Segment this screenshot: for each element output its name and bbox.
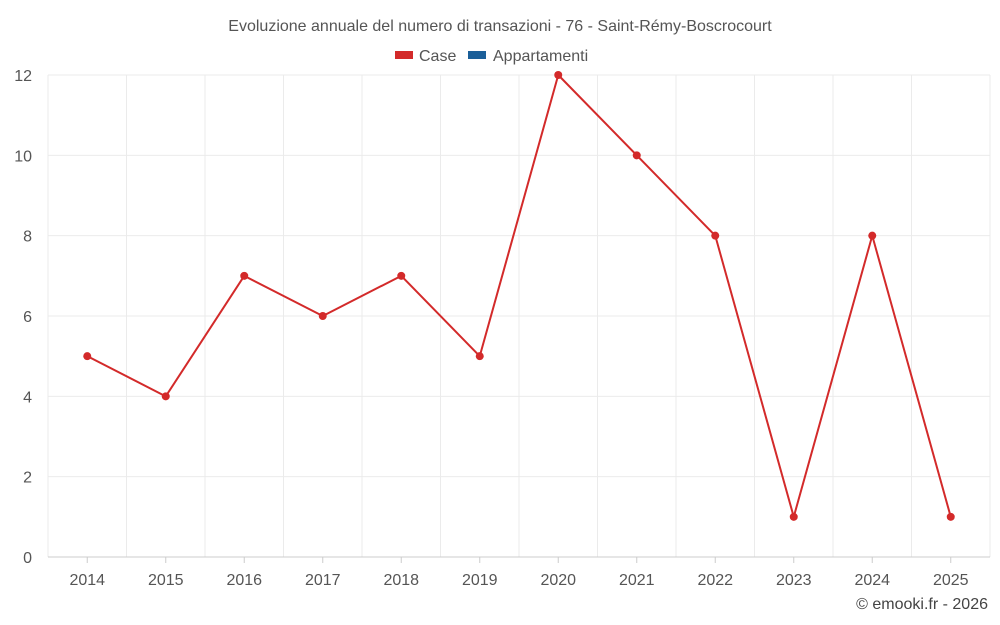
grid (47, 74, 991, 557)
x-tick-label: 2025 (933, 572, 969, 589)
x-tick-label: 2017 (305, 572, 341, 589)
chart-title: Evoluzione annuale del numero di transaz… (228, 18, 772, 35)
y-tick-label: 10 (14, 148, 32, 165)
data-point-2023[interactable] (789, 512, 798, 521)
data-point-2019[interactable] (475, 352, 484, 361)
data-point-2025[interactable] (946, 512, 955, 521)
data-point-2020[interactable] (554, 71, 563, 79)
legend-label-case[interactable]: Case (419, 48, 456, 65)
x-tick-label: 2015 (148, 572, 184, 589)
x-tick-label: 2019 (462, 572, 498, 589)
y-tick-label: 0 (23, 550, 32, 567)
data-point-2024[interactable] (868, 231, 877, 240)
data-point-2014[interactable] (83, 352, 92, 361)
x-tick-label: 2024 (854, 572, 890, 589)
x-tick-label: 2022 (697, 572, 733, 589)
legend-label-appartamenti[interactable]: Appartamenti (493, 48, 588, 65)
data-point-2022[interactable] (711, 231, 720, 240)
y-tick-label: 12 (14, 68, 32, 85)
y-tick-label: 6 (23, 309, 32, 326)
legend: Case Appartamenti (395, 48, 588, 65)
legend-swatch-case (395, 51, 413, 59)
data-point-2016[interactable] (240, 271, 249, 280)
data-point-2015[interactable] (161, 392, 170, 401)
legend-swatch-appartamenti (468, 51, 486, 59)
x-tick-label: 2021 (619, 572, 655, 589)
x-tick-label: 2018 (383, 572, 419, 589)
x-tick-label: 2016 (226, 572, 262, 589)
data-point-2021[interactable] (632, 151, 641, 160)
y-tick-label: 4 (23, 389, 32, 406)
x-tick-label: 2014 (69, 572, 105, 589)
data-point-2017[interactable] (318, 312, 327, 320)
y-tick-label: 2 (23, 470, 32, 487)
series-line-case (86, 74, 952, 518)
axes: 0 2 4 6 8 10 12 2014 2015 2016 2017 2018 2019 2020 202… (14, 68, 990, 589)
x-tick-label: 2023 (776, 572, 812, 589)
data-point-2018[interactable] (397, 271, 406, 280)
series-case (83, 71, 955, 521)
credit: © emooki.fr - 2026 (856, 596, 988, 613)
y-tick-label: 8 (23, 229, 32, 246)
x-tick-label: 2020 (540, 572, 576, 589)
